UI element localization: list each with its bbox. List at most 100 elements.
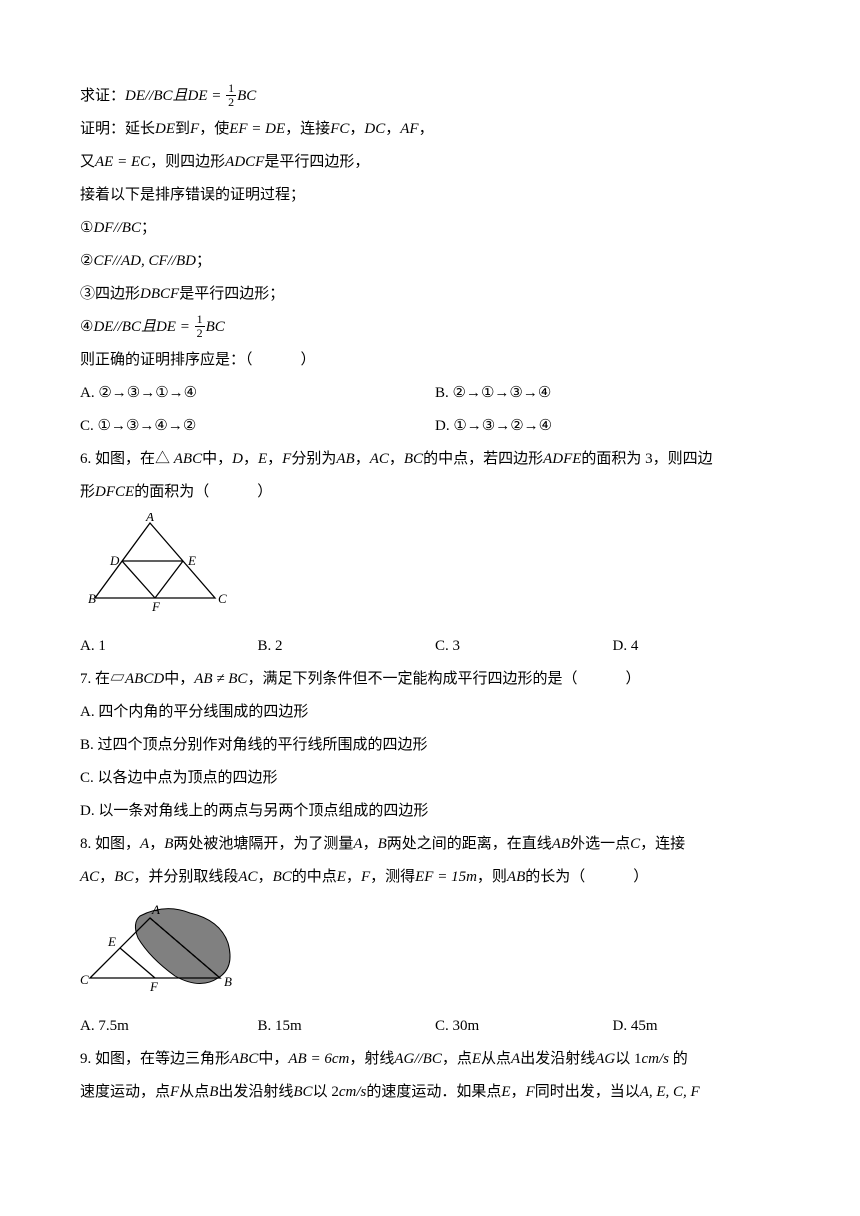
math: AG — [595, 1051, 615, 1067]
q5-stem: 则正确的证明排序应是：（） — [80, 344, 790, 377]
math: BC — [273, 869, 292, 885]
math: B — [164, 836, 173, 852]
math: F — [190, 121, 199, 137]
math: AB ≠ BC — [194, 671, 247, 687]
fraction: 12 — [195, 313, 205, 339]
math: E — [337, 869, 346, 885]
step-2: ②CF//AD, CF//BD； — [80, 245, 790, 278]
math: ABC — [174, 451, 202, 467]
text: 是平行四边形； — [179, 286, 284, 302]
math: AB — [552, 836, 570, 852]
text: 到 — [175, 121, 190, 137]
math: ABCD — [125, 671, 164, 687]
text: 中， — [164, 671, 194, 687]
math: B — [378, 836, 387, 852]
step-1: ①DF//BC； — [80, 212, 790, 245]
math: A — [353, 836, 362, 852]
math: AC — [238, 869, 257, 885]
math: A, E, C, F — [640, 1084, 700, 1100]
page: 求证：DE//BC且DE = 12BC 证明：延长DE到F，使EF = DE，连… — [0, 0, 860, 1149]
text: ，则四边形 — [150, 154, 225, 170]
math: F — [361, 869, 370, 885]
text: 7. 在▱ — [80, 671, 125, 687]
label-a: A — [145, 513, 154, 524]
text: 中， — [258, 1051, 288, 1067]
math: DC — [364, 121, 385, 137]
text: 中， — [202, 451, 232, 467]
q6-stem-2: 形DFCE的面积为（） — [80, 476, 790, 509]
text: ，使 — [199, 121, 229, 137]
text: ，则 — [477, 869, 507, 885]
q6-stem-1: 6. 如图，在△ ABC中，D，E，F分别为AB，AC，BC的中点，若四边形AD… — [80, 443, 790, 476]
opt-a: A. ②→③→①→④ — [80, 377, 435, 410]
text: ，测得 — [370, 869, 415, 885]
opt-b: B. 2 — [258, 630, 436, 663]
text: ， — [363, 836, 378, 852]
opt-c: C. ①→③→④→② — [80, 410, 435, 443]
text: ① — [80, 220, 93, 236]
opt-d: D. 4 — [613, 630, 791, 663]
math: F — [282, 451, 291, 467]
den: 2 — [195, 327, 205, 340]
den: 2 — [226, 96, 236, 109]
text: ，点 — [442, 1051, 472, 1067]
text: ， — [355, 451, 370, 467]
text: ） — [257, 484, 272, 500]
q7-b: B. 过四个顶点分别作对角线的平行线所围成的四边形 — [80, 729, 790, 762]
q5-options-row2: C. ①→③→④→② D. ①→③→②→④ — [80, 410, 790, 443]
text: ， — [243, 451, 258, 467]
text: ，满足下列条件但不一定能构成平行四边形的是（ — [247, 671, 577, 687]
line-proof-2: 又AE = EC，则四边形ADCF是平行四边形， — [80, 146, 790, 179]
q8-options: A. 7.5m B. 15m C. 30m D. 45m — [80, 1010, 790, 1043]
text: ，连接 — [640, 836, 685, 852]
text: 的 — [669, 1051, 688, 1067]
figure-q6: A B C D E F — [80, 513, 790, 626]
text: ，并分别取线段 — [133, 869, 238, 885]
math: cm/s — [641, 1051, 669, 1067]
q9-stem-2: 速度运动，点F从点B出发沿射线BC以 2cm/s的速度运动．如果点E，F同时出发… — [80, 1076, 790, 1109]
line-df — [122, 561, 155, 598]
text: 外选一点 — [570, 836, 630, 852]
math: AE = EC — [95, 154, 150, 170]
text: 两处被池塘隔开，为了测量 — [173, 836, 353, 852]
q7-stem: 7. 在▱ABCD中，AB ≠ BC，满足下列条件但不一定能构成平行四边形的是（… — [80, 663, 790, 696]
text: 的速度运动．如果点 — [366, 1084, 501, 1100]
math: A — [511, 1051, 520, 1067]
text: ） — [633, 869, 648, 885]
math: DE//BC且DE = — [125, 88, 225, 104]
num: 1 — [195, 313, 205, 327]
math: BC — [206, 319, 225, 335]
text: ， — [419, 121, 434, 137]
text: ④ — [80, 319, 93, 335]
math: AG//BC — [394, 1051, 442, 1067]
text: 是平行四边形， — [264, 154, 369, 170]
opt-b: B. 15m — [258, 1010, 436, 1043]
text: 从点 — [179, 1084, 209, 1100]
pond-diagram: A B C E F — [80, 898, 240, 993]
text: ， — [346, 869, 361, 885]
math: ABC — [230, 1051, 258, 1067]
math: FC — [330, 121, 349, 137]
text: 的长为（ — [525, 869, 585, 885]
label-b: B — [88, 591, 96, 606]
text: 出发沿射线 — [520, 1051, 595, 1067]
math: D — [232, 451, 243, 467]
label-b: B — [224, 974, 232, 989]
math: B — [209, 1084, 218, 1100]
text: 以 1 — [615, 1051, 641, 1067]
opt-b: B. ②→①→③→④ — [435, 377, 790, 410]
label-c: C — [218, 591, 227, 606]
text: 两处之间的距离，在直线 — [387, 836, 552, 852]
math: E — [258, 451, 267, 467]
math: DE — [155, 121, 175, 137]
text: ， — [258, 869, 273, 885]
text: ，连接 — [285, 121, 330, 137]
q9-stem-1: 9. 如图，在等边三角形ABC中，AB = 6cm，射线AG//BC，点E从点A… — [80, 1043, 790, 1076]
math: AC — [370, 451, 389, 467]
label-d: D — [109, 553, 120, 568]
q8-stem-2: AC，BC，并分别取线段AC，BC的中点E，F，测得EF = 15m，则AB的长… — [80, 861, 790, 894]
math: BC — [237, 88, 256, 104]
math: CF//AD, CF//BD — [93, 253, 196, 269]
math: A — [140, 836, 149, 852]
math: cm/s — [339, 1084, 367, 1100]
